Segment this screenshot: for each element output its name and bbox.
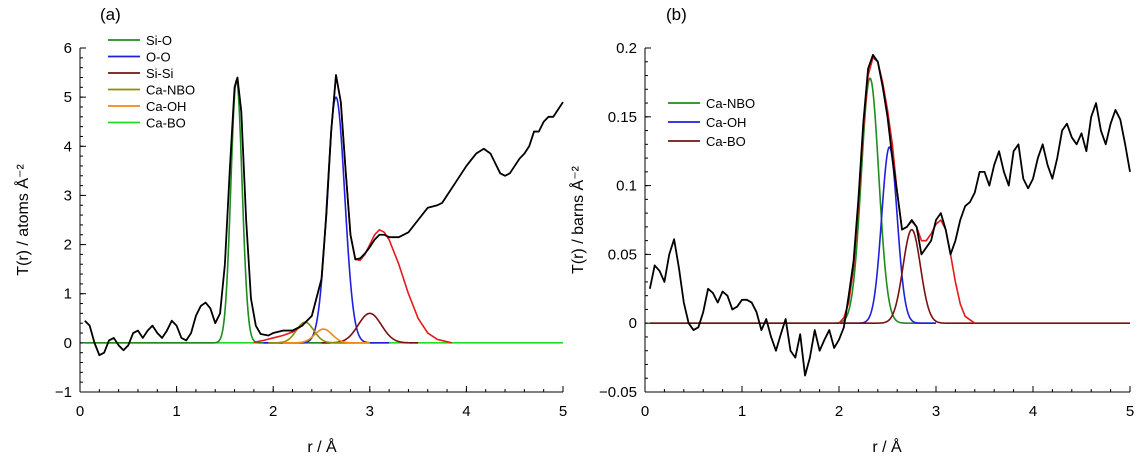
panel-b-series-experimental-line: [648, 53, 1131, 377]
panel-a-series-ca-nbo-line: [268, 321, 356, 344]
panel-a-legend-label: Si-Si: [146, 66, 174, 81]
panel-b-y-tick-label: 0.15: [608, 109, 637, 126]
panel-a-legend-label: Si-O: [146, 33, 172, 48]
panel-b-x-tick-label: 2: [835, 403, 843, 420]
panel-b-series-ca-oh-line: [838, 146, 937, 324]
panel-b-legend-label: Ca-OH: [706, 115, 746, 130]
panel-b-series-ca-nbo-line: [649, 77, 937, 324]
panel-b-x-axis-title: r / Å: [872, 437, 902, 456]
panel-a-x-tick-label: 5: [559, 403, 567, 420]
panel-b-y-tick-label: 0.05: [608, 246, 637, 263]
panel-b-curves: [648, 53, 1131, 377]
panel-b-y-tick-label: −0.05: [599, 384, 637, 401]
panel-a-label: (a): [100, 5, 121, 24]
panel-b-x-tick-label: 1: [738, 403, 746, 420]
panel-a-curves: [84, 74, 564, 357]
panel-b-label: (b): [666, 5, 687, 24]
panel-a-legend-label: Ca-BO: [146, 116, 186, 131]
panel-a-series-experimental-line: [84, 74, 564, 357]
panel-a-legend-label: O-O: [146, 50, 171, 65]
panel-a-y-tick-label: 2: [64, 237, 72, 254]
panel-b-legend-label: Ca-BO: [706, 134, 746, 149]
panel-b-x-tick-label: 5: [1126, 403, 1134, 420]
panel-b-legend: Ca-NBO Ca-OH Ca-BO: [668, 96, 755, 149]
panel-a-x-tick-label: 0: [76, 403, 84, 420]
panel-a-y-tick-label: 6: [64, 40, 72, 57]
panel-a-y-tick-label: −1: [55, 384, 72, 401]
panel-a-x-tick-label: 3: [366, 403, 374, 420]
panel-a-x-tick-label: 2: [269, 403, 277, 420]
panel-b-x-tick-label: 0: [641, 403, 649, 420]
panel-a-y-tick-label: 0: [64, 335, 72, 352]
panel-b-y-tick-label: 0.2: [616, 40, 637, 57]
panel-a-legend-label: Ca-OH: [146, 99, 186, 114]
panel-b-legend-label: Ca-NBO: [706, 96, 755, 111]
panel-b-x-tick-label: 3: [932, 403, 940, 420]
panel-b-y-axis-title: T(r) / barns Å⁻²: [568, 165, 587, 274]
panel-a-y-tick-label: 5: [64, 89, 72, 106]
panel-b-x-tick-label: 4: [1029, 403, 1037, 420]
panel-b-y-tick-label: 0.1: [616, 178, 637, 195]
panel-b-y-tick-label: 0: [629, 315, 637, 332]
panel-a-y-tick-label: 1: [64, 286, 72, 303]
panel-a-legend-label: Ca-NBO: [146, 83, 195, 98]
panel-a-x-tick-label: 4: [462, 403, 470, 420]
panel-a-y-axis-title: T(r) / atoms Å⁻²: [13, 164, 32, 276]
panel-a-x-axis-title: r / Å: [307, 437, 337, 456]
panel-a-series-ca-oh-line: [282, 328, 371, 344]
panel-b-series-ca-bo-line: [649, 228, 1131, 324]
panel-a-x-tick-label: 1: [172, 403, 180, 420]
panel-a-y-tick-label: 4: [64, 138, 72, 155]
panel-a-series-si-o-line: [84, 79, 375, 344]
panel-a-y-tick-label: 3: [64, 187, 72, 204]
